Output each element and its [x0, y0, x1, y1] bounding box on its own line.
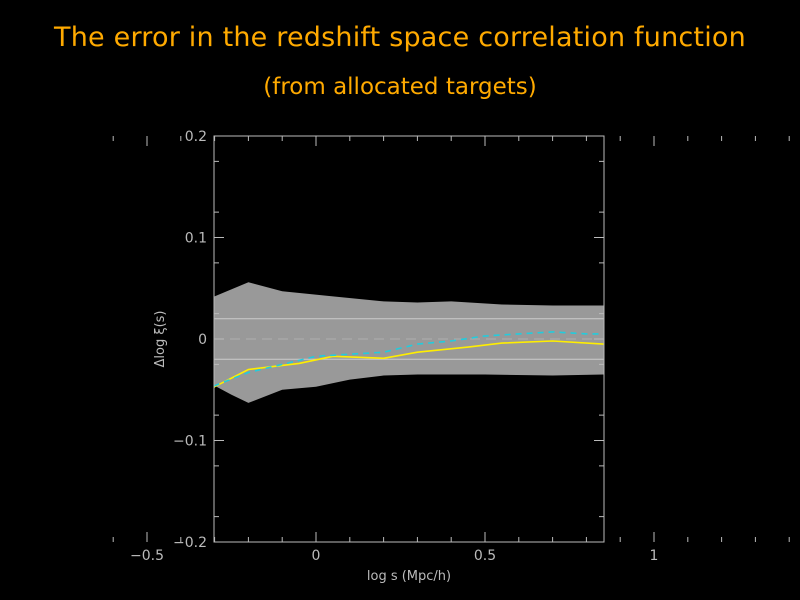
solid-series-line [214, 340, 604, 389]
y-tick-label: 0.2 [185, 129, 207, 145]
chart-title: The error in the redshift space correlat… [54, 22, 746, 53]
y-tick-label: −0.2 [173, 535, 207, 551]
dashed-series-line [214, 331, 604, 387]
x-tick-label: 0.5 [474, 548, 496, 564]
x-tick-label: 0 [312, 548, 321, 564]
chart-subtitle: (from allocated targets) [263, 74, 537, 100]
y-axis-label: Δlog ξ(s) [153, 310, 168, 367]
y-tick-label: 0.1 [185, 231, 207, 247]
x-axis-label: log s (Mpc/h) [367, 569, 451, 584]
y-tick-label: −0.1 [173, 434, 207, 450]
x-tick-label: 1 [650, 548, 659, 564]
x-tick-label: −0.5 [130, 548, 164, 564]
error-band [214, 282, 604, 403]
y-tick-label: 0 [198, 332, 207, 348]
